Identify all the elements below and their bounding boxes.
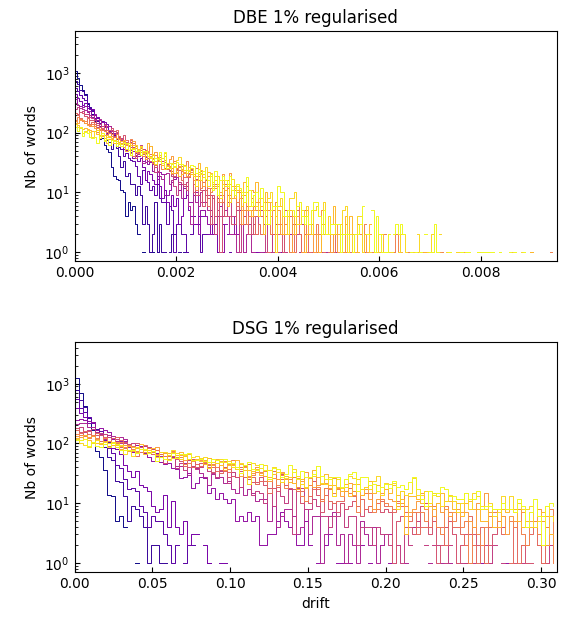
- Y-axis label: Nb of words: Nb of words: [25, 104, 39, 188]
- Title: DBE 1% regularised: DBE 1% regularised: [233, 9, 398, 27]
- Title: DSG 1% regularised: DSG 1% regularised: [232, 320, 399, 338]
- X-axis label: drift: drift: [301, 596, 330, 611]
- Y-axis label: Nb of words: Nb of words: [25, 415, 39, 499]
